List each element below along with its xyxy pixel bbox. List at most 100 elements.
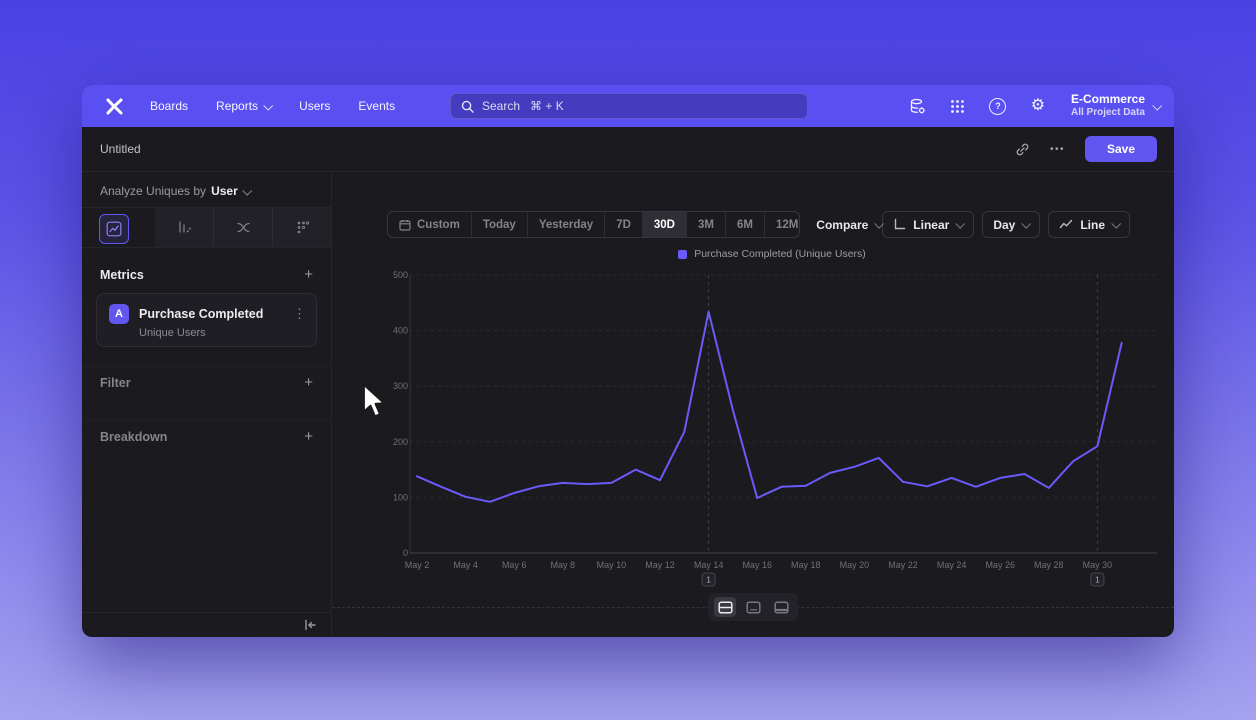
- svg-text:May 30: May 30: [1083, 560, 1113, 570]
- svg-text:May 14: May 14: [694, 560, 724, 570]
- metric-event-name: Purchase Completed: [139, 307, 264, 321]
- retention-dots-icon: [297, 221, 309, 234]
- range-yesterday-button[interactable]: Yesterday: [526, 212, 604, 237]
- range-custom-button[interactable]: Custom: [388, 212, 471, 237]
- range-today-button[interactable]: Today: [470, 212, 527, 237]
- collapse-sidebar-button[interactable]: [303, 618, 317, 637]
- breakdown-section-title: Breakdown: [100, 430, 168, 444]
- app-window: Boards Reports Users Events Search ⌘ + K: [82, 85, 1174, 637]
- tab-insights[interactable]: [99, 214, 129, 244]
- range-3m-button[interactable]: 3M: [686, 212, 725, 237]
- nav-utilities: ? ⚙ E-Commerce All Project Data: [909, 92, 1163, 120]
- project-name: E-Commerce: [1070, 92, 1145, 107]
- svg-text:May 6: May 6: [502, 560, 527, 570]
- tab-retention[interactable]: [272, 208, 331, 247]
- svg-text:1: 1: [1095, 575, 1100, 585]
- svg-text:May 4: May 4: [453, 560, 478, 570]
- dock-bottom-icon: [773, 600, 789, 614]
- report-title[interactable]: Untitled: [100, 142, 141, 156]
- range-6m-button[interactable]: 6M: [724, 212, 764, 237]
- chart-type-dropdown[interactable]: Line: [1048, 211, 1130, 238]
- svg-text:May 10: May 10: [597, 560, 627, 570]
- line-chart-type-icon: [1060, 219, 1073, 229]
- search-input[interactable]: Search ⌘ + K: [450, 93, 808, 119]
- compare-dropdown[interactable]: Compare: [816, 218, 885, 232]
- report-type-tabs: [82, 208, 331, 247]
- primary-nav: Boards Reports Users Events: [150, 99, 395, 113]
- add-metric-button[interactable]: +: [304, 266, 313, 283]
- project-selector[interactable]: E-Commerce All Project Data: [1070, 92, 1163, 120]
- tab-flows[interactable]: [213, 208, 272, 247]
- help-icon[interactable]: ?: [989, 97, 1007, 115]
- svg-text:May 24: May 24: [937, 560, 967, 570]
- svg-text:0: 0: [403, 548, 408, 558]
- more-options-icon[interactable]: •••: [1049, 143, 1065, 155]
- svg-text:May 26: May 26: [985, 560, 1015, 570]
- add-breakdown-button[interactable]: +: [304, 428, 313, 445]
- scale-dropdown[interactable]: Linear: [882, 211, 975, 238]
- report-titlebar: Untitled ••• Save: [82, 127, 1174, 172]
- query-builder-sidebar: Analyze Uniques by User: [82, 172, 332, 637]
- add-filter-button[interactable]: +: [304, 374, 313, 391]
- metric-card[interactable]: A Purchase Completed Unique Users ⋮: [96, 293, 317, 347]
- filter-section-title: Filter: [100, 376, 131, 390]
- nav-item-users[interactable]: Users: [299, 99, 331, 113]
- svg-text:May 12: May 12: [645, 560, 675, 570]
- chart-legend[interactable]: Purchase Completed (Unique Users): [382, 248, 1162, 260]
- settings-gear-icon[interactable]: ⚙: [1030, 97, 1046, 114]
- chevron-down-icon: [1152, 100, 1163, 111]
- layout-table-bottom-button[interactable]: [770, 597, 792, 617]
- layout-split-view-button[interactable]: [714, 597, 736, 617]
- svg-text:May 20: May 20: [840, 560, 870, 570]
- search-icon: [461, 100, 474, 113]
- mixpanel-logo-icon[interactable]: [104, 96, 124, 116]
- calendar-icon: [399, 219, 411, 231]
- chevron-down-icon: [242, 185, 252, 196]
- chevron-down-icon: [1021, 218, 1032, 229]
- analyze-by-selector[interactable]: Analyze Uniques by User: [100, 184, 252, 198]
- project-scope: All Project Data: [1070, 107, 1145, 119]
- data-management-icon[interactable]: [909, 97, 927, 115]
- chart-only-icon: [745, 600, 761, 614]
- range-12m-button[interactable]: 12M: [763, 212, 799, 237]
- svg-text:1: 1: [706, 575, 711, 585]
- axis-scale-icon: [895, 218, 906, 230]
- apps-grid-icon[interactable]: [949, 97, 967, 115]
- chart-panel: Custom Today Yesterday 7D 30D 3M 6M 12M …: [332, 172, 1174, 637]
- chevron-down-icon: [1111, 218, 1122, 229]
- tab-funnels[interactable]: [155, 208, 213, 247]
- date-range-segmented-control: Custom Today Yesterday 7D 30D 3M 6M 12M: [387, 211, 801, 238]
- collapse-left-icon: [305, 619, 316, 631]
- nav-item-events[interactable]: Events: [358, 99, 396, 113]
- svg-text:100: 100: [393, 492, 408, 502]
- layout-switcher: [708, 593, 798, 621]
- interval-dropdown[interactable]: Day: [982, 211, 1041, 238]
- nav-item-boards[interactable]: Boards: [150, 99, 189, 113]
- metric-measure[interactable]: Unique Users: [139, 327, 206, 339]
- metric-options-kebab-icon[interactable]: ⋮: [293, 306, 306, 321]
- legend-label: Purchase Completed (Unique Users): [694, 248, 866, 260]
- range-30d-button[interactable]: 30D: [641, 212, 686, 237]
- share-link-icon[interactable]: [1015, 142, 1030, 157]
- flows-icon: [236, 222, 250, 233]
- insights-chart[interactable]: 0 100 200 300 400 500 May 2 May 4 May 6 May 8 May …: [382, 265, 1162, 595]
- metric-series-badge: A: [109, 304, 129, 324]
- chevron-down-icon: [263, 100, 274, 111]
- layout-chart-only-button[interactable]: [742, 597, 764, 617]
- split-horizontal-icon: [717, 600, 733, 614]
- funnel-bars-icon: [178, 221, 191, 233]
- line-chart-icon: [106, 221, 122, 237]
- nav-item-reports[interactable]: Reports: [216, 99, 274, 113]
- top-nav: Boards Reports Users Events Search ⌘ + K: [82, 85, 1174, 127]
- svg-text:May 28: May 28: [1034, 560, 1064, 570]
- chevron-down-icon: [955, 218, 966, 229]
- svg-text:May 18: May 18: [791, 560, 821, 570]
- svg-text:500: 500: [393, 270, 408, 280]
- svg-text:200: 200: [393, 437, 408, 447]
- svg-text:May 16: May 16: [742, 560, 772, 570]
- save-button[interactable]: Save: [1085, 136, 1157, 162]
- search-shortcut: ⌘ + K: [530, 99, 564, 113]
- svg-text:May 22: May 22: [888, 560, 918, 570]
- range-7d-button[interactable]: 7D: [604, 212, 642, 237]
